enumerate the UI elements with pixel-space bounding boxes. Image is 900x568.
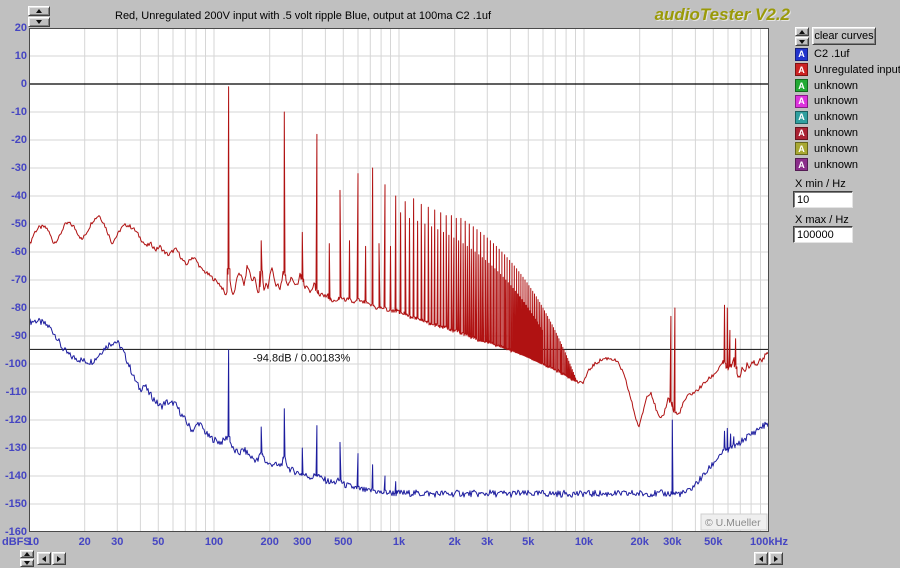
up-arrow-icon [36, 9, 42, 13]
y-tick-label: -160 [4, 526, 27, 538]
x-min-input[interactable] [793, 191, 853, 208]
window-title: Red, Unregulated 200V input with .5 volt… [115, 10, 492, 22]
plot-area[interactable]: -94.8dB / 0.00183% © U.Mueller [29, 28, 769, 532]
right-arrow-icon [774, 555, 778, 562]
down-arrow-icon [799, 39, 805, 44]
scroll-left-button[interactable] [37, 552, 51, 565]
x-spinner-down-button[interactable] [20, 559, 34, 567]
x-tick-label: 200 [260, 536, 279, 548]
legend-label: unknown [814, 95, 859, 108]
y-tick-label: 20 [14, 22, 27, 34]
legend-label: C2 .1uf [814, 48, 850, 60]
y-tick-label: -70 [11, 274, 27, 286]
x-tick-label: 50k [704, 536, 723, 548]
x-min-label: X min / Hz [795, 178, 846, 190]
x-tick-label: 10k [574, 536, 594, 548]
scroll-left-button-right[interactable] [754, 552, 768, 565]
curve-color-icon: A [795, 94, 808, 108]
curve-unregulated-input [29, 86, 769, 428]
title-spinner [28, 6, 50, 27]
curve-color-icon: A [795, 63, 808, 77]
curve-c2-1uf [29, 317, 769, 498]
curve-color-icon: A [795, 47, 808, 61]
x-tick-label: 10 [26, 536, 40, 548]
y-tick-label: -150 [4, 498, 27, 510]
curve-color-icon: A [795, 110, 808, 124]
x-tick-label: 30k [663, 536, 682, 548]
up-arrow-icon [24, 552, 30, 556]
y-tick-label: 10 [14, 50, 27, 62]
y-tick-label: -20 [11, 134, 27, 146]
x-tick-label: 2k [448, 536, 461, 548]
x-tick-label: 20 [78, 536, 91, 548]
y-tick-label: -60 [11, 246, 27, 258]
curve-color-icon: A [795, 126, 808, 140]
legend-spinner-down-button[interactable] [795, 37, 809, 46]
x-max-label: X max / Hz [795, 214, 849, 226]
x-tick-label: 20k [630, 536, 649, 548]
spectrum-plot: -94.8dB / 0.00183% © U.Mueller [29, 28, 769, 532]
x-tick-label: 100kHz [750, 536, 788, 548]
x-max-input[interactable] [793, 226, 853, 243]
curve-color-icon: A [795, 142, 808, 156]
y-tick-label: -120 [4, 414, 27, 426]
x-tick-label: 100 [204, 536, 224, 548]
x-scroll-spinner [20, 550, 34, 567]
y-axis-unit-label: dBFS [2, 536, 31, 548]
marker-readout: -94.8dB / 0.00183% [253, 352, 350, 364]
legend-label: unknown [814, 127, 859, 139]
legend-spinner-up-button[interactable] [795, 27, 809, 36]
curve-color-icon: A [795, 79, 808, 93]
x-tick-label: 1k [392, 536, 406, 548]
up-arrow-icon [799, 29, 805, 34]
clear-curves-button[interactable]: clear curves [812, 27, 876, 45]
left-arrow-icon [759, 555, 763, 562]
y-tick-label: -130 [4, 442, 27, 454]
right-arrow-icon [57, 555, 61, 562]
legend-spinner [795, 27, 809, 46]
copyright-label: © U.Mueller [705, 517, 761, 529]
y-tick-label: -10 [11, 106, 27, 118]
down-arrow-icon [36, 20, 42, 24]
x-spinner-up-button[interactable] [20, 550, 34, 558]
y-tick-label: -90 [11, 330, 27, 342]
y-tick-label: 0 [20, 78, 27, 90]
spinner-up-button[interactable] [28, 6, 50, 16]
x-tick-label: 5k [522, 536, 535, 548]
x-tick-label: 30 [111, 536, 124, 548]
y-tick-label: -50 [11, 218, 27, 230]
legend-label: unknown [814, 158, 859, 171]
x-tick-label: 500 [334, 536, 353, 548]
legend-label: Unregulated input [814, 63, 900, 76]
copyright-box [700, 513, 768, 531]
down-arrow-icon [24, 561, 30, 565]
left-arrow-icon [42, 555, 46, 562]
x-tick-label: 50 [152, 536, 165, 548]
legend-item[interactable]: A C2 .1uf [795, 47, 849, 61]
legend-label: unknown [814, 79, 859, 92]
legend-label: unknown [814, 111, 859, 124]
y-tick-label: -40 [11, 190, 27, 202]
app-logo: audioTester V2.2 [654, 5, 790, 24]
scroll-right-button[interactable] [52, 552, 66, 565]
y-tick-label: -100 [4, 358, 27, 370]
x-tick-label: 3k [481, 536, 494, 548]
y-tick-label: -30 [11, 162, 27, 174]
y-tick-label: -80 [11, 302, 27, 314]
spinner-down-button[interactable] [28, 17, 50, 27]
curve-color-icon: A [795, 158, 808, 172]
legend-item[interactable]: A Unregulated input [795, 63, 900, 77]
scroll-right-button-right[interactable] [769, 552, 783, 565]
legend-label: unknown [814, 142, 859, 155]
x-tick-label: 300 [293, 536, 312, 548]
y-tick-label: -110 [5, 386, 27, 398]
y-tick-label: -140 [4, 470, 27, 482]
